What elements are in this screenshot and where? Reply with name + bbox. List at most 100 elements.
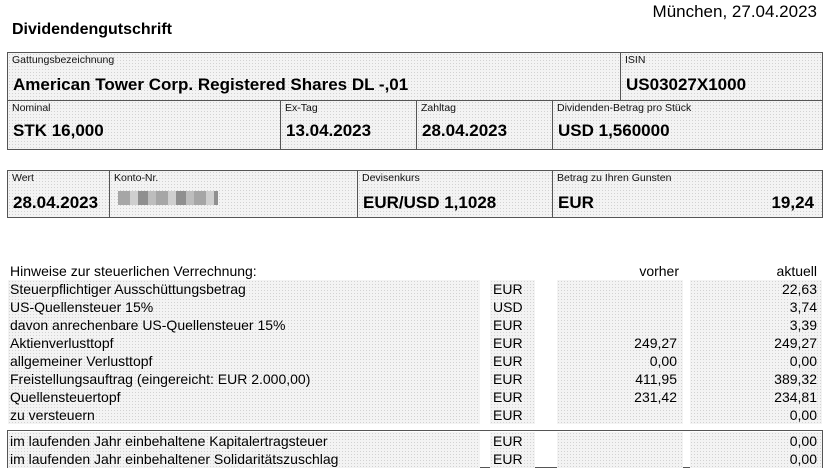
tax-row-label: zu versteuern bbox=[10, 407, 95, 423]
dividend-label: Dividenden-Betrag pro Stück bbox=[557, 102, 692, 114]
tax-row-currency: EUR bbox=[493, 371, 523, 387]
tax-row-label: Quellensteuertopf bbox=[10, 389, 121, 405]
fx-rate-value: EUR/USD 1,1028 bbox=[363, 193, 497, 212]
column-header-before: vorher bbox=[639, 263, 679, 279]
tax-row-current-value: 22,63 bbox=[781, 281, 817, 297]
tax-row-current-value: 234,81 bbox=[774, 389, 817, 405]
document-title: Dividendengutschrift bbox=[12, 21, 173, 38]
tax-row: US-Quellensteuer 15% USD 3,74 bbox=[0, 298, 827, 316]
security-name-label: Gattungsbezeichnung bbox=[12, 54, 115, 66]
security-name-value: American Tower Corp. Registered Shares D… bbox=[13, 75, 409, 94]
row-shading bbox=[690, 316, 822, 334]
tax-row: allgemeiner Verlusttopf EUR 0,00 0,00 bbox=[0, 352, 827, 370]
tax-row: davon anrechenbare US-Quellensteuer 15% E… bbox=[0, 316, 827, 334]
tax-row-label: davon anrechenbare US-Quellensteuer 15% bbox=[10, 317, 286, 333]
tax-row-current-value: 0,00 bbox=[789, 433, 817, 449]
row-shading bbox=[690, 370, 822, 388]
credit-amount-cell: Betrag zu Ihren Gunsten EUR 19,24 bbox=[552, 171, 822, 217]
redacted-account-number bbox=[118, 191, 218, 205]
isin-cell: ISIN US03027X1000 bbox=[620, 53, 822, 100]
tax-row-before-value: 231,42 bbox=[634, 389, 677, 405]
row-shading bbox=[8, 370, 480, 388]
fx-rate-cell: Devisenkurs EUR/USD 1,1028 bbox=[357, 171, 552, 217]
row-shading bbox=[557, 432, 683, 450]
row-shading bbox=[557, 316, 683, 334]
row-shading bbox=[8, 432, 480, 450]
booking-box: Wert 28.04.2023 Konto-Nr. Devisenkurs EU… bbox=[7, 170, 823, 218]
tax-row: im laufenden Jahr einbehaltener Solidari… bbox=[0, 450, 827, 468]
credit-amount-value: 19,24 bbox=[771, 193, 814, 212]
tax-row-current-value: 389,32 bbox=[774, 371, 817, 387]
row-shading bbox=[8, 388, 480, 406]
row-shading bbox=[8, 334, 480, 352]
tax-row-currency: EUR bbox=[493, 335, 523, 351]
column-header-current: aktuell bbox=[776, 263, 817, 279]
tax-row-before-value: 411,95 bbox=[635, 371, 677, 387]
row-shading bbox=[490, 388, 535, 406]
tax-row-currency: EUR bbox=[493, 281, 523, 297]
isin-label: ISIN bbox=[625, 54, 646, 66]
account-cell: Konto-Nr. bbox=[109, 171, 357, 217]
row-shading bbox=[490, 334, 535, 352]
row-shading bbox=[557, 406, 683, 424]
row-shading bbox=[8, 450, 480, 468]
row-shading bbox=[557, 450, 683, 468]
pay-date-value: 28.04.2023 bbox=[422, 121, 508, 140]
tax-row: Aktienverlusttopf EUR 249,27 249,27 bbox=[0, 334, 827, 352]
ex-date-cell: Ex-Tag 13.04.2023 bbox=[280, 100, 416, 149]
row-shading bbox=[557, 280, 683, 298]
row-shading bbox=[557, 334, 683, 352]
tax-notes-header: Hinweise zur steuerlichen Verrechnung: v… bbox=[0, 262, 827, 280]
tax-row: Freistellungsauftrag (eingereicht: EUR 2… bbox=[0, 370, 827, 388]
isin-value: US03027X1000 bbox=[626, 75, 747, 94]
security-name-cell: Gattungsbezeichnung American Tower Corp.… bbox=[8, 53, 620, 100]
tax-row-current-value: 3,39 bbox=[789, 317, 817, 333]
tax-row: Steuerpflichtiger Ausschüttungsbetrag EUR… bbox=[0, 280, 827, 298]
tax-row-before-value: 249,27 bbox=[634, 335, 677, 351]
row-shading bbox=[690, 298, 822, 316]
row-shading bbox=[8, 316, 480, 334]
tax-row-currency: EUR bbox=[493, 451, 523, 467]
tax-row: zu versteuern EUR 0,00 bbox=[0, 406, 827, 424]
row-shading bbox=[490, 298, 535, 316]
value-date-cell: Wert 28.04.2023 bbox=[8, 171, 109, 217]
security-box: Gattungsbezeichnung American Tower Corp.… bbox=[7, 52, 823, 150]
tax-row-currency: EUR bbox=[493, 317, 523, 333]
row-shading bbox=[690, 352, 822, 370]
tax-row-label: allgemeiner Verlusttopf bbox=[10, 353, 153, 369]
tax-row-currency: EUR bbox=[493, 353, 523, 369]
row-shading bbox=[690, 450, 822, 468]
row-shading bbox=[557, 298, 683, 316]
tax-row-label: Freistellungsauftrag (eingereicht: EUR 2… bbox=[10, 371, 311, 387]
value-date-label: Wert bbox=[12, 172, 34, 184]
row-shading bbox=[490, 450, 535, 468]
row-shading bbox=[490, 432, 535, 450]
tax-row: Quellensteuertopf EUR 231,42 234,81 bbox=[0, 388, 827, 406]
row-shading bbox=[690, 432, 822, 450]
tax-row-current-value: 0,00 bbox=[789, 353, 817, 369]
pay-date-label: Zahltag bbox=[421, 102, 457, 114]
row-shading bbox=[557, 388, 683, 406]
tax-row: im laufenden Jahr einbehaltene Kapitaler… bbox=[0, 432, 827, 450]
row-shading bbox=[690, 334, 822, 352]
tax-row-label: im laufenden Jahr einbehaltener Solidari… bbox=[10, 451, 339, 467]
tax-row-label: Steuerpflichtiger Ausschüttungsbetrag bbox=[10, 281, 246, 297]
nominal-value: STK 16,000 bbox=[13, 121, 104, 140]
ex-date-value: 13.04.2023 bbox=[286, 121, 372, 140]
ex-date-label: Ex-Tag bbox=[285, 102, 318, 114]
row-shading bbox=[557, 352, 683, 370]
row-shading bbox=[690, 280, 822, 298]
row-shading bbox=[8, 352, 480, 370]
account-label: Konto-Nr. bbox=[114, 172, 159, 184]
row-shading bbox=[490, 352, 535, 370]
tax-row-current-value: 0,00 bbox=[789, 407, 817, 423]
row-shading bbox=[490, 316, 535, 334]
dividend-cell: Dividenden-Betrag pro Stück USD 1,560000 bbox=[552, 100, 822, 149]
tax-row-currency: EUR bbox=[493, 433, 523, 449]
tax-row-label: im laufenden Jahr einbehaltene Kapitaler… bbox=[10, 433, 328, 449]
tax-notes-heading: Hinweise zur steuerlichen Verrechnung: bbox=[10, 263, 257, 279]
tax-row-current-value: 3,74 bbox=[789, 299, 817, 315]
row-shading bbox=[690, 406, 822, 424]
tax-row-current-value: 249,27 bbox=[774, 335, 817, 351]
tax-row-before-value: 0,00 bbox=[649, 353, 677, 369]
